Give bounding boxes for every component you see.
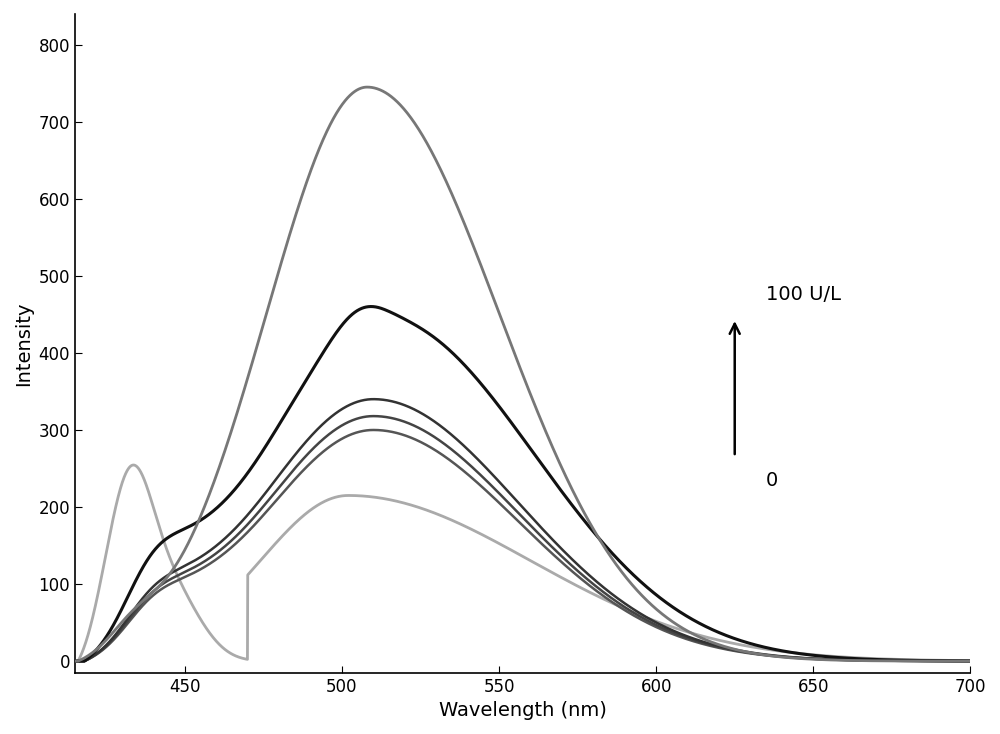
X-axis label: Wavelength (nm): Wavelength (nm) <box>439 701 607 720</box>
Text: 0: 0 <box>766 470 778 490</box>
Y-axis label: Intensity: Intensity <box>14 301 33 385</box>
Text: 100 U/L: 100 U/L <box>766 286 841 305</box>
